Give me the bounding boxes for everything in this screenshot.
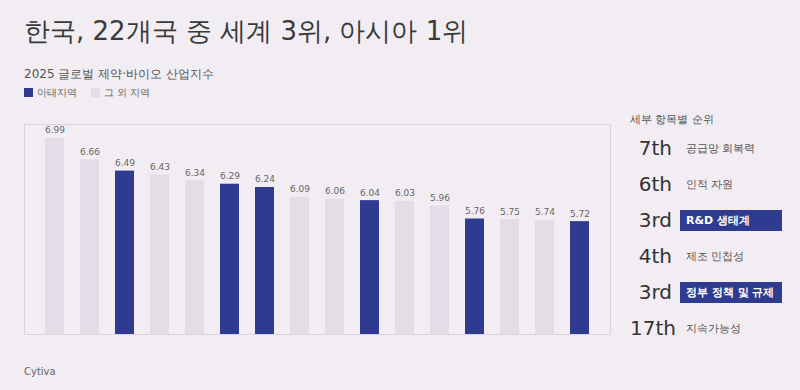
html-text:Cytiva: Cytiva — [24, 366, 56, 377]
html-text:그 외 지역: 그 외 지역 — [104, 87, 151, 98]
svg-text:6.03: 6.03 — [395, 188, 415, 198]
svg-text:6.06: 6.06 — [325, 186, 345, 196]
svg-text:6.66: 6.66 — [80, 147, 100, 157]
svg-text:5.75: 5.75 — [500, 207, 520, 217]
html-text:지속가능성: 지속가능성 — [686, 321, 741, 335]
html-text:한국, 22개국 중 세계 3위, 아시아 1위: 한국, 22개국 중 세계 3위, 아시아 1위 — [24, 16, 469, 46]
svg-text:6.04: 6.04 — [360, 188, 380, 198]
html-text:R&D 생태계: R&D 생태계 — [686, 213, 750, 227]
svg-text:5.74: 5.74 — [535, 207, 555, 217]
html-text:세부 항목별 순위: 세부 항목별 순위 — [630, 113, 714, 126]
svg-text:6.09: 6.09 — [290, 184, 310, 194]
svg-text:5.72: 5.72 — [570, 209, 590, 219]
html-text:아태지역: 아태지역 — [37, 87, 77, 98]
html-text:7th: 7th — [638, 136, 672, 160]
svg-text:6.49: 6.49 — [115, 158, 135, 168]
svg-text:6.29: 6.29 — [220, 171, 240, 181]
html-text:4th: 4th — [638, 244, 672, 268]
html-text:3rd: 3rd — [638, 280, 672, 304]
html-text:17th: 17th — [630, 316, 676, 340]
html-text:정부 정책 및 규제: 정부 정책 및 규제 — [686, 285, 775, 299]
svg-text:6.34: 6.34 — [185, 168, 205, 178]
svg-text:6.24: 6.24 — [255, 174, 275, 184]
svg-text:5.96: 5.96 — [430, 193, 450, 203]
svg-text:6.99: 6.99 — [45, 125, 65, 135]
html-text:인적 자원: 인적 자원 — [686, 177, 734, 191]
html-text:제조 민첩성: 제조 민첩성 — [686, 249, 745, 263]
svg-text:6.43: 6.43 — [150, 162, 170, 172]
html-text:3rd: 3rd — [638, 208, 672, 232]
html-text:2025 글로벌 제약·바이오 산업지수: 2025 글로벌 제약·바이오 산업지수 — [24, 67, 214, 81]
html-text:6th: 6th — [638, 172, 672, 196]
svg-text:5.76: 5.76 — [465, 206, 485, 216]
html-text:공급망 회복력: 공급망 회복력 — [686, 141, 756, 155]
